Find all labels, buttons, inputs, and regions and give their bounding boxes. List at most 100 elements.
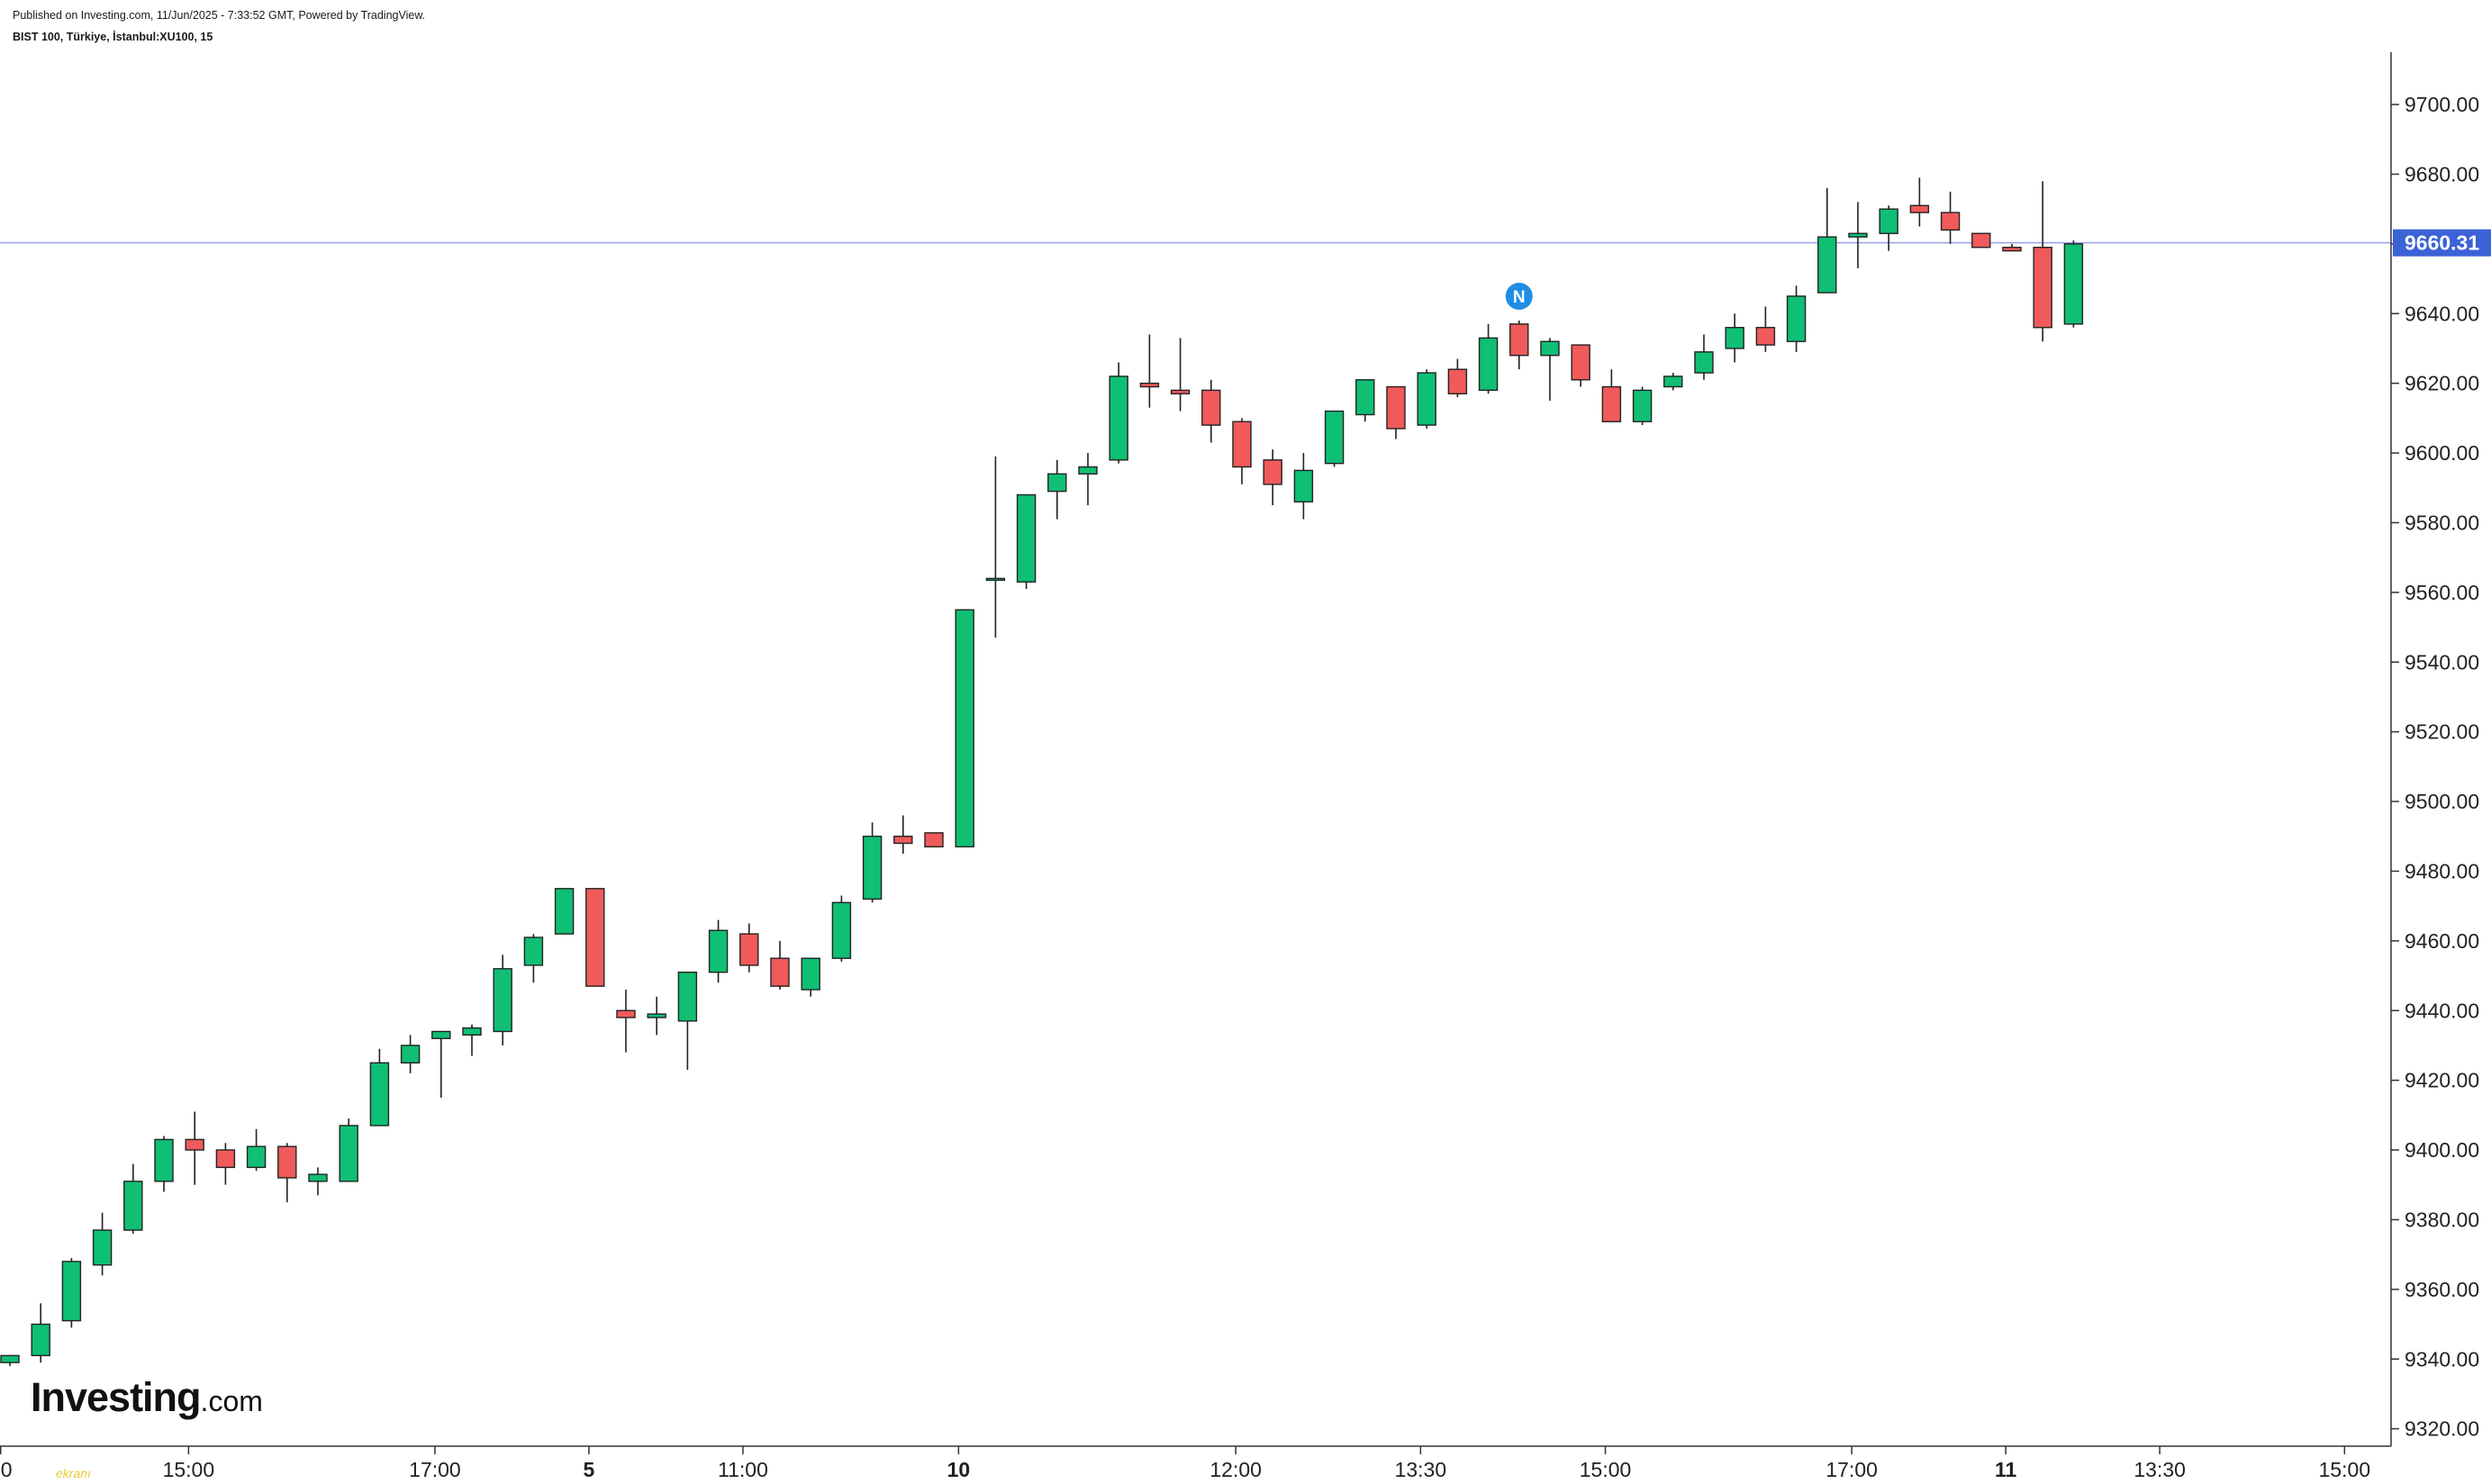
last-price-label: 9660.31 bbox=[2405, 231, 2479, 255]
candle-body-up bbox=[154, 1138, 174, 1182]
y-tick-label: 9680.00 bbox=[2405, 162, 2479, 186]
candle-body-down bbox=[1971, 232, 1991, 249]
y-tick-label: 9480.00 bbox=[2405, 859, 2479, 882]
news-badge-label: N bbox=[1513, 288, 1526, 307]
candle bbox=[1663, 373, 1683, 391]
candle bbox=[2002, 243, 2022, 252]
candle bbox=[31, 1303, 50, 1363]
candle bbox=[462, 1024, 482, 1056]
candle bbox=[1263, 449, 1282, 506]
candle-body-up bbox=[400, 1045, 421, 1063]
candle bbox=[277, 1143, 297, 1203]
candle-body-up bbox=[1694, 351, 1714, 374]
x-tick-label: 13:30 bbox=[1395, 1458, 1447, 1481]
candle-body-down bbox=[1139, 382, 1160, 388]
y-tick-label: 9380.00 bbox=[2405, 1208, 2479, 1231]
candle-body-up bbox=[1016, 493, 1037, 583]
candle-body-up bbox=[2063, 243, 2084, 325]
candle bbox=[770, 940, 790, 991]
candle bbox=[123, 1163, 143, 1234]
candle bbox=[1047, 459, 1067, 520]
candle-body-down bbox=[1263, 459, 1282, 485]
y-tick-label: 9460.00 bbox=[2405, 929, 2479, 953]
news-badge[interactable]: N bbox=[1505, 282, 1533, 310]
candle-body-up bbox=[1540, 340, 1560, 357]
candle bbox=[1848, 202, 1868, 268]
candle-body-up bbox=[1355, 379, 1375, 416]
candle bbox=[554, 888, 575, 935]
candle-body-down bbox=[1232, 421, 1252, 468]
watermark-text: ekranı bbox=[56, 1466, 91, 1480]
candle bbox=[955, 609, 974, 848]
y-tick-label: 9600.00 bbox=[2405, 441, 2479, 465]
candle-body-up bbox=[708, 929, 729, 973]
candle bbox=[924, 832, 944, 848]
candle-body-up bbox=[1478, 337, 1499, 392]
candle bbox=[246, 1128, 267, 1172]
candle-body-up bbox=[1663, 376, 1683, 388]
candle-body-up bbox=[493, 968, 512, 1033]
candle-body-down bbox=[185, 1138, 204, 1151]
candle bbox=[308, 1167, 328, 1196]
news-icon[interactable] bbox=[1505, 282, 1533, 310]
candles-layer bbox=[0, 177, 2084, 1366]
y-tick-label: 9640.00 bbox=[2405, 302, 2479, 325]
x-tick-label: 12:00 bbox=[1209, 1458, 1262, 1481]
candle bbox=[708, 919, 729, 983]
x-tick-label: 11:00 bbox=[718, 1458, 768, 1481]
y-tick-label: 9340.00 bbox=[2405, 1347, 2479, 1371]
last-price-badge bbox=[2393, 229, 2491, 257]
candle bbox=[92, 1212, 113, 1276]
candle bbox=[647, 996, 666, 1036]
candle-body-up bbox=[92, 1229, 113, 1266]
candle-body-down bbox=[1755, 327, 1776, 346]
candle bbox=[1940, 191, 1961, 244]
y-tick-label: 9520.00 bbox=[2405, 720, 2479, 744]
x-tick-label: 17:00 bbox=[1825, 1458, 1878, 1481]
x-tick-label: 17:00 bbox=[409, 1458, 461, 1481]
candle bbox=[61, 1258, 82, 1328]
candle-body-down bbox=[770, 957, 790, 987]
candle bbox=[1478, 323, 1499, 394]
candle bbox=[1786, 285, 1807, 352]
candle bbox=[2033, 181, 2052, 342]
candle bbox=[1355, 379, 1375, 422]
candle bbox=[985, 456, 1006, 638]
y-tick-label: 9420.00 bbox=[2405, 1069, 2479, 1092]
candle bbox=[1601, 369, 1622, 422]
candle-body-up bbox=[123, 1181, 143, 1231]
candle bbox=[215, 1143, 236, 1185]
candle-body-up bbox=[1786, 295, 1807, 342]
candle-body-down bbox=[1447, 368, 1468, 394]
candle bbox=[739, 923, 759, 973]
candle-body-down bbox=[585, 888, 605, 987]
candle bbox=[1324, 410, 1345, 467]
candle-body-up bbox=[31, 1323, 50, 1357]
candle bbox=[1016, 493, 1037, 589]
x-tick-label: 11 bbox=[1995, 1458, 2017, 1481]
x-tick-label: 13:30 bbox=[2133, 1458, 2186, 1481]
candle bbox=[893, 815, 913, 855]
candle bbox=[1879, 205, 1898, 251]
candle bbox=[862, 822, 883, 903]
candle-body-up bbox=[1417, 372, 1436, 426]
candle-body-up bbox=[647, 1013, 666, 1018]
candle-body-up bbox=[554, 888, 575, 935]
candle-body-down bbox=[1386, 385, 1406, 430]
candle bbox=[1571, 344, 1590, 387]
published-note: Published on Investing.com, 11/Jun/2025 … bbox=[13, 9, 426, 22]
candle bbox=[523, 934, 544, 983]
candle bbox=[801, 957, 820, 997]
candle bbox=[1417, 369, 1436, 429]
candle bbox=[431, 1030, 451, 1098]
y-tick-label: 9400.00 bbox=[2405, 1138, 2479, 1162]
x-tick-label: 5 bbox=[584, 1458, 595, 1481]
axis-layer: 9320.00 9340.00 9360.00 9380.00 9400.00 9420.… bbox=[0, 52, 2491, 1481]
candle bbox=[1447, 358, 1468, 398]
candle-body-down bbox=[1170, 389, 1191, 394]
news-badge-layer[interactable]: N bbox=[1505, 282, 1533, 310]
candle bbox=[1386, 385, 1406, 439]
candle-body-up bbox=[1293, 469, 1314, 502]
candle bbox=[1201, 379, 1221, 443]
